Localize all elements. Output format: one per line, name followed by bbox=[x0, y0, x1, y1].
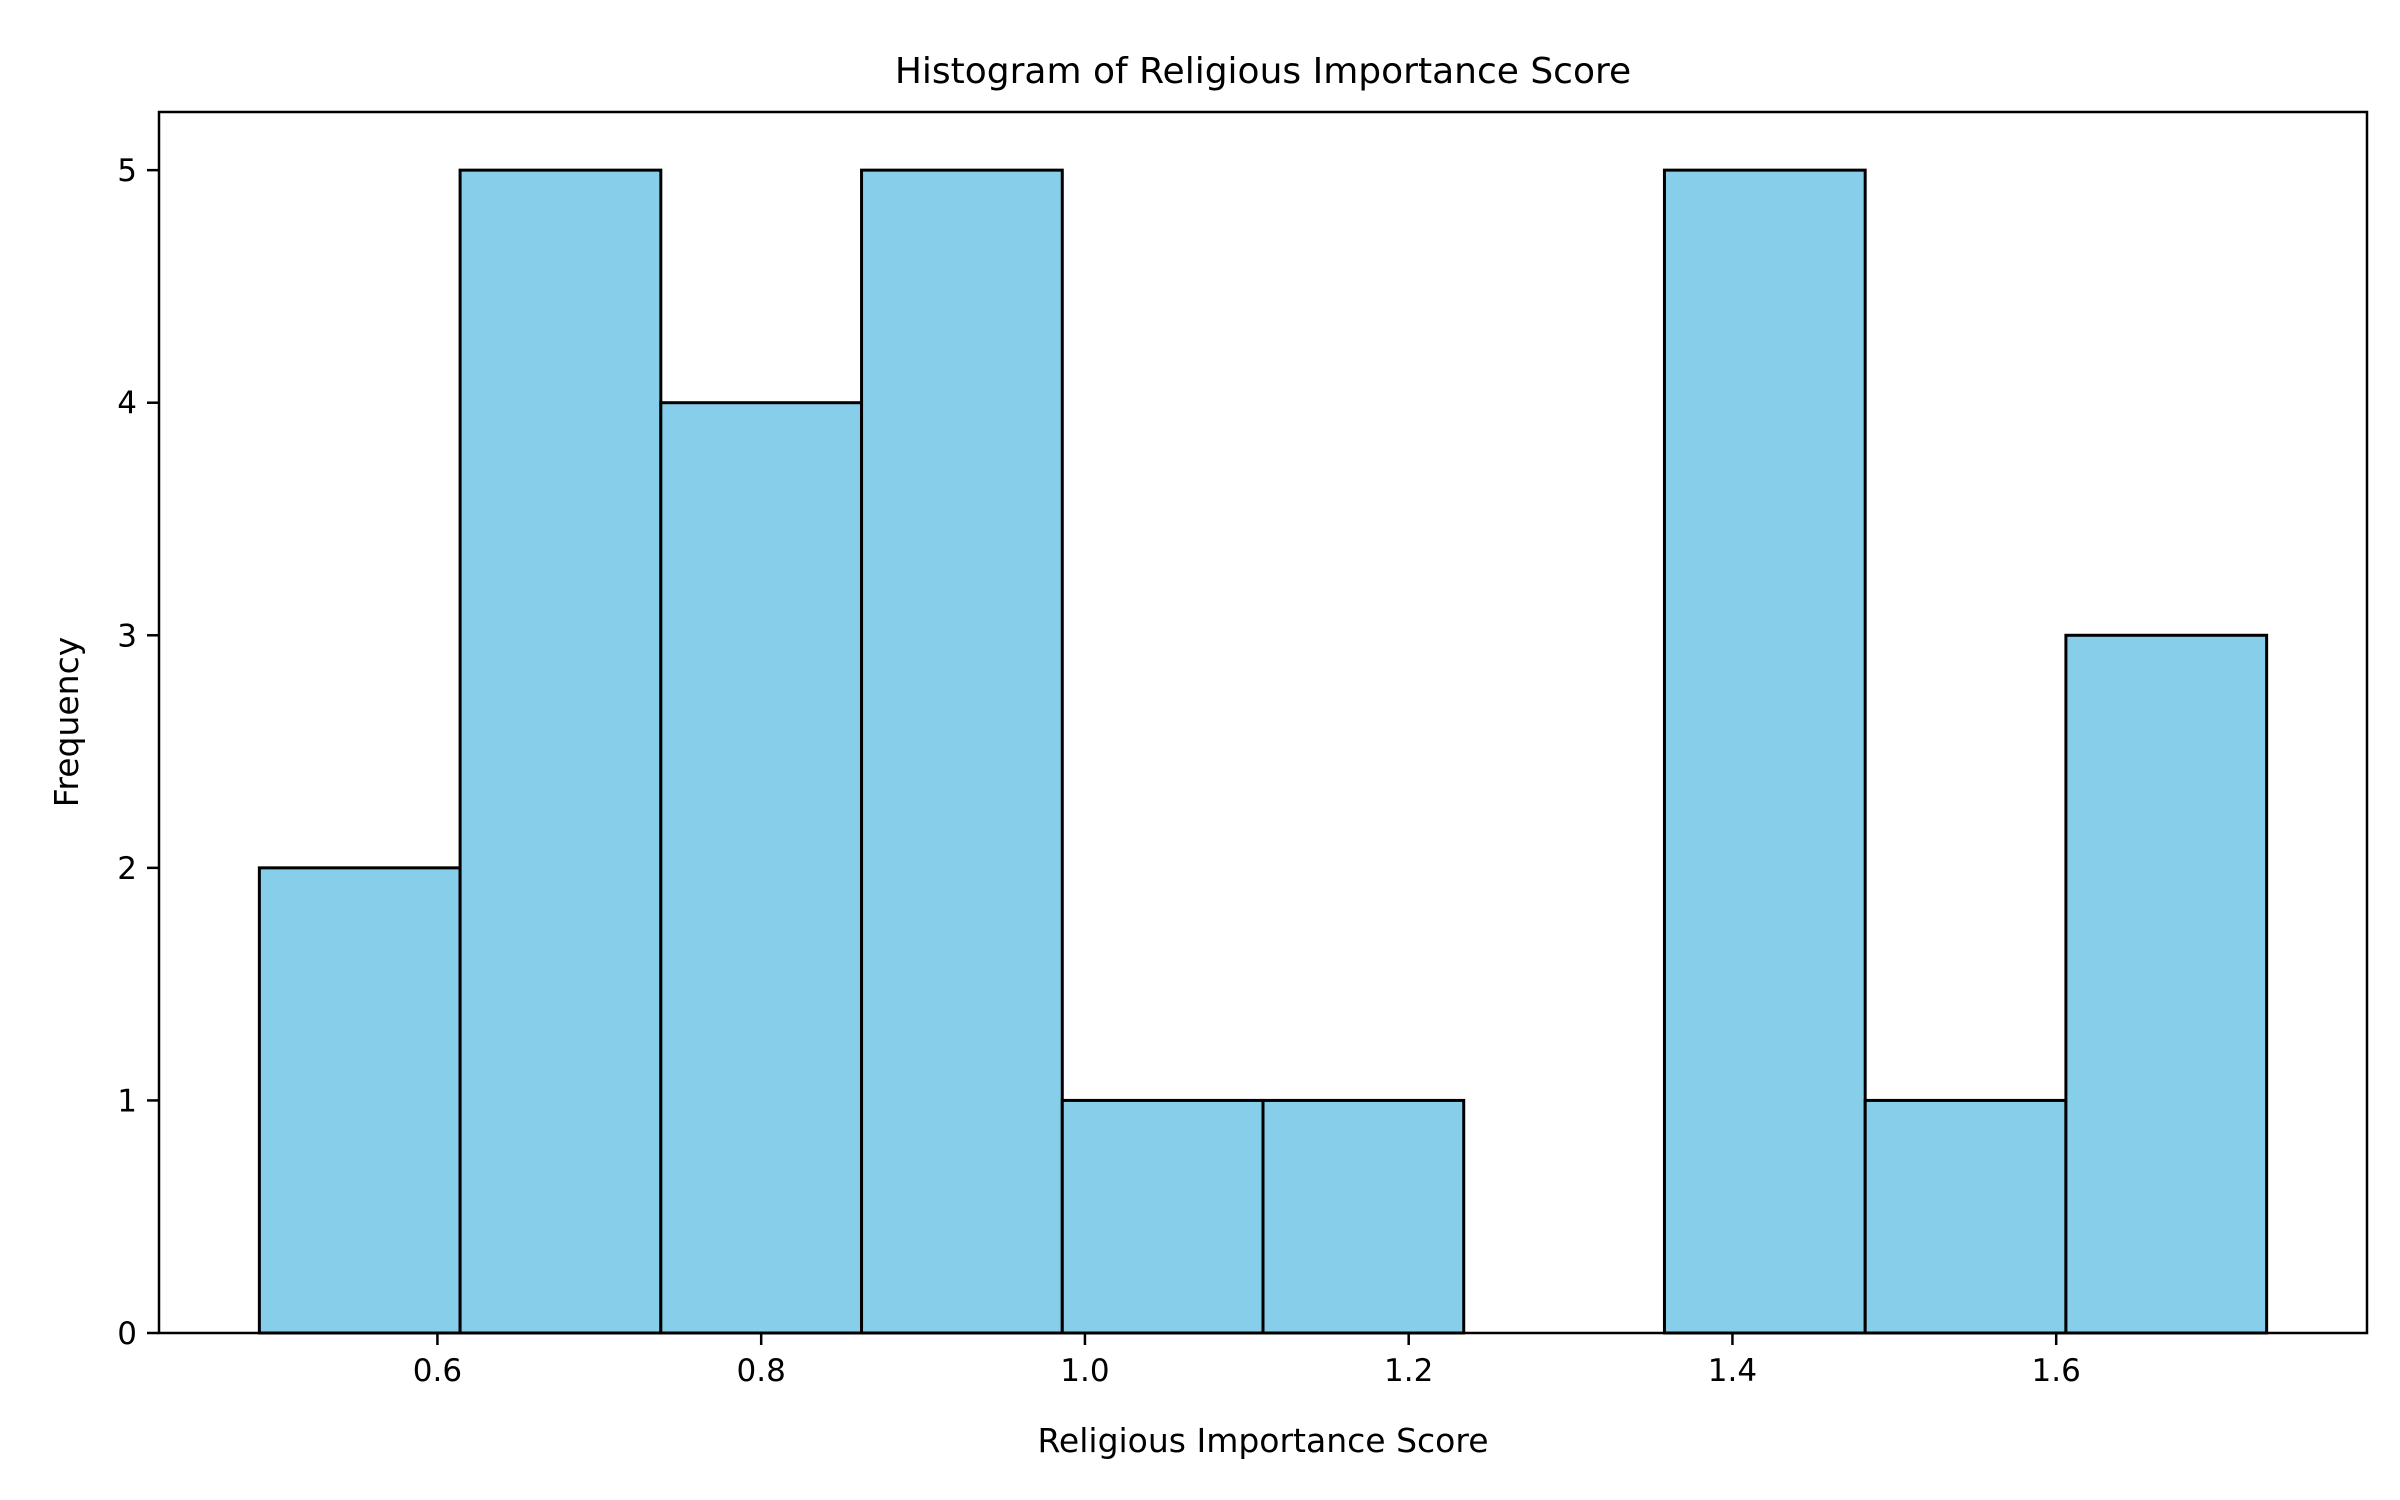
y-tick-label: 1 bbox=[117, 1083, 137, 1119]
histogram-bar bbox=[2064, 633, 2269, 1335]
plot-frame bbox=[157, 110, 2369, 1335]
histogram-bar bbox=[860, 168, 1064, 1335]
y-axis-label: Frequency bbox=[47, 637, 86, 807]
histogram-bar bbox=[1261, 1098, 1466, 1335]
y-tick-label: 3 bbox=[117, 618, 137, 654]
histogram-bar bbox=[1863, 1098, 2068, 1335]
bars-group bbox=[257, 168, 2269, 1335]
x-tick-label: 1.4 bbox=[1708, 1353, 1757, 1389]
y-tick-label: 4 bbox=[117, 386, 137, 422]
histogram-bar bbox=[659, 401, 864, 1335]
x-axis-label: Religious Importance Score bbox=[1037, 1421, 1488, 1460]
histogram-bar bbox=[1060, 1098, 1265, 1335]
x-axis: 0.6 0.8 1.0 1.2 1.4 1.6 bbox=[413, 1333, 2081, 1389]
x-tick-label: 1.6 bbox=[2032, 1353, 2081, 1389]
x-tick-label: 1.2 bbox=[1384, 1353, 1433, 1389]
x-tick-label: 1.0 bbox=[1060, 1353, 1109, 1389]
y-tick-label: 5 bbox=[117, 153, 137, 189]
histogram-bar bbox=[257, 866, 462, 1335]
histogram-bar bbox=[1662, 168, 1867, 1335]
y-tick-label: 2 bbox=[117, 851, 137, 887]
chart-title: Histogram of Religious Importance Score bbox=[895, 51, 1631, 92]
y-axis: 0 1 2 3 4 5 bbox=[117, 153, 159, 1352]
y-tick-label: 0 bbox=[117, 1316, 137, 1352]
x-tick-label: 0.6 bbox=[413, 1353, 462, 1389]
histogram-bar bbox=[458, 168, 663, 1335]
x-tick-label: 0.8 bbox=[737, 1353, 786, 1389]
